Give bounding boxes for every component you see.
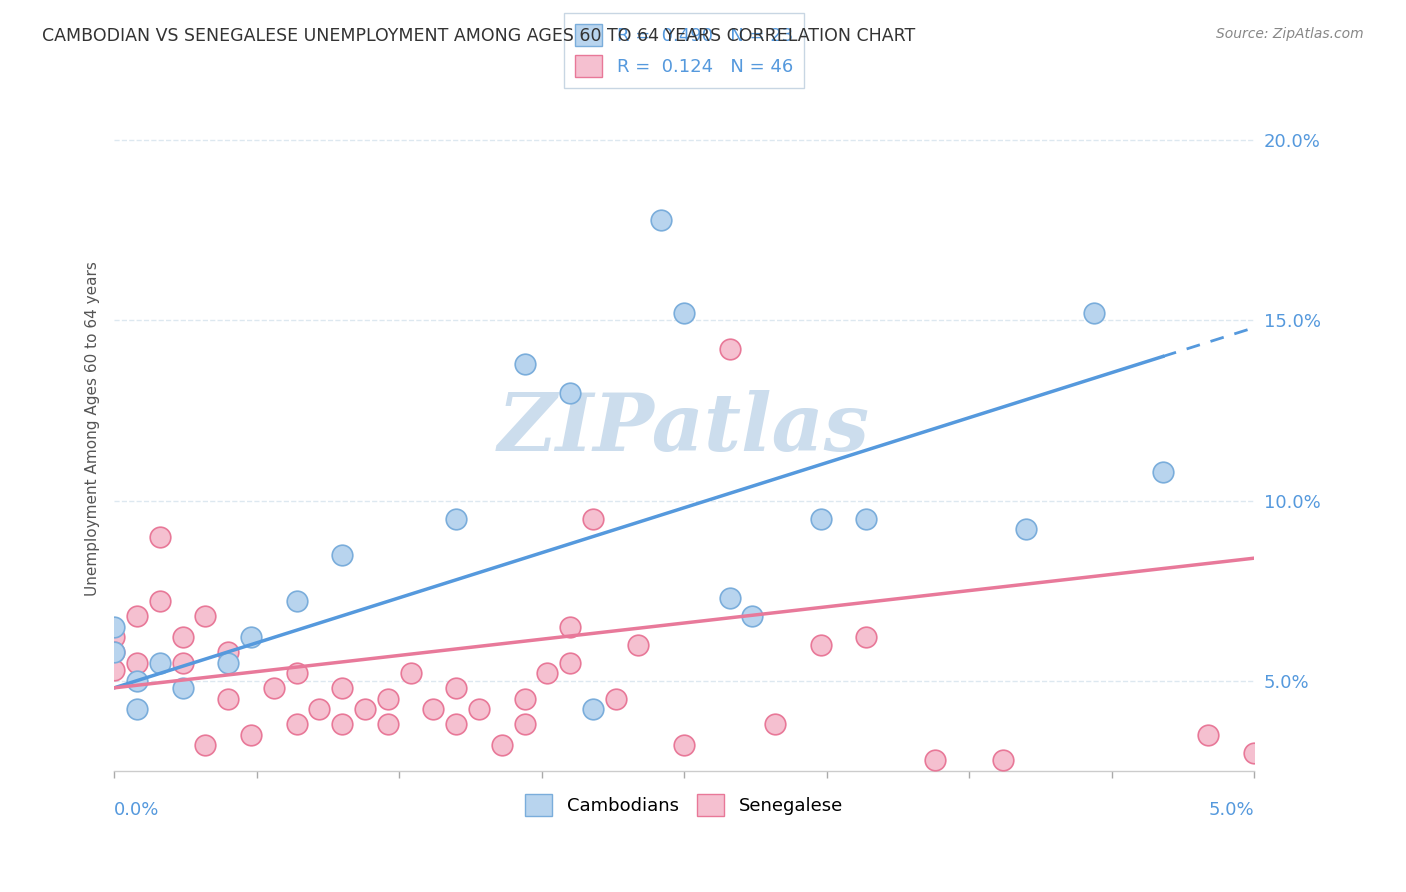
Point xyxy=(444,681,467,695)
Point xyxy=(582,702,605,716)
Point xyxy=(1083,306,1105,320)
Point xyxy=(149,530,172,544)
Point xyxy=(125,608,148,623)
Point xyxy=(217,645,239,659)
Point xyxy=(125,656,148,670)
Point xyxy=(172,681,194,695)
Point xyxy=(172,656,194,670)
Text: 0.0%: 0.0% xyxy=(114,801,159,819)
Point xyxy=(217,691,239,706)
Point xyxy=(1197,728,1219,742)
Point xyxy=(377,717,399,731)
Point xyxy=(558,656,581,670)
Point xyxy=(354,702,377,716)
Point xyxy=(103,645,125,659)
Point xyxy=(1243,746,1265,760)
Point xyxy=(924,753,946,767)
Point xyxy=(149,656,172,670)
Point xyxy=(149,594,172,608)
Point xyxy=(468,702,491,716)
Point xyxy=(103,631,125,645)
Point xyxy=(172,631,194,645)
Point xyxy=(444,717,467,731)
Y-axis label: Unemployment Among Ages 60 to 64 years: Unemployment Among Ages 60 to 64 years xyxy=(86,261,100,596)
Point xyxy=(263,681,285,695)
Point xyxy=(217,656,239,670)
Point xyxy=(718,591,741,605)
Point xyxy=(194,608,217,623)
Point xyxy=(627,638,650,652)
Point xyxy=(285,666,308,681)
Point xyxy=(513,357,536,371)
Point xyxy=(1152,465,1174,479)
Point xyxy=(673,739,696,753)
Text: CAMBODIAN VS SENEGALESE UNEMPLOYMENT AMONG AGES 60 TO 64 YEARS CORRELATION CHART: CAMBODIAN VS SENEGALESE UNEMPLOYMENT AMO… xyxy=(42,27,915,45)
Text: 5.0%: 5.0% xyxy=(1208,801,1254,819)
Point xyxy=(536,666,558,681)
Point xyxy=(377,691,399,706)
Point xyxy=(422,702,444,716)
Point xyxy=(239,631,262,645)
Point xyxy=(718,343,741,357)
Point xyxy=(993,753,1015,767)
Point xyxy=(763,717,786,731)
Point xyxy=(513,717,536,731)
Point xyxy=(810,511,832,525)
Point xyxy=(513,691,536,706)
Point xyxy=(399,666,422,681)
Point xyxy=(650,212,672,227)
Point xyxy=(810,638,832,652)
Point xyxy=(582,511,605,525)
Point xyxy=(194,739,217,753)
Point xyxy=(444,511,467,525)
Point xyxy=(125,702,148,716)
Point xyxy=(1015,522,1038,536)
Point xyxy=(855,511,877,525)
Point xyxy=(491,739,513,753)
Text: Source: ZipAtlas.com: Source: ZipAtlas.com xyxy=(1216,27,1364,41)
Point xyxy=(285,717,308,731)
Point xyxy=(330,548,353,562)
Point xyxy=(103,645,125,659)
Point xyxy=(330,717,353,731)
Point xyxy=(855,631,877,645)
Point xyxy=(558,385,581,400)
Point xyxy=(125,673,148,688)
Legend: Cambodians, Senegalese: Cambodians, Senegalese xyxy=(519,787,851,823)
Point xyxy=(558,619,581,633)
Point xyxy=(673,306,696,320)
Point xyxy=(308,702,330,716)
Point xyxy=(741,608,763,623)
Point xyxy=(605,691,627,706)
Point xyxy=(103,663,125,677)
Point xyxy=(239,728,262,742)
Point xyxy=(330,681,353,695)
Point xyxy=(103,619,125,633)
Point xyxy=(285,594,308,608)
Text: ZIPatlas: ZIPatlas xyxy=(498,390,870,467)
